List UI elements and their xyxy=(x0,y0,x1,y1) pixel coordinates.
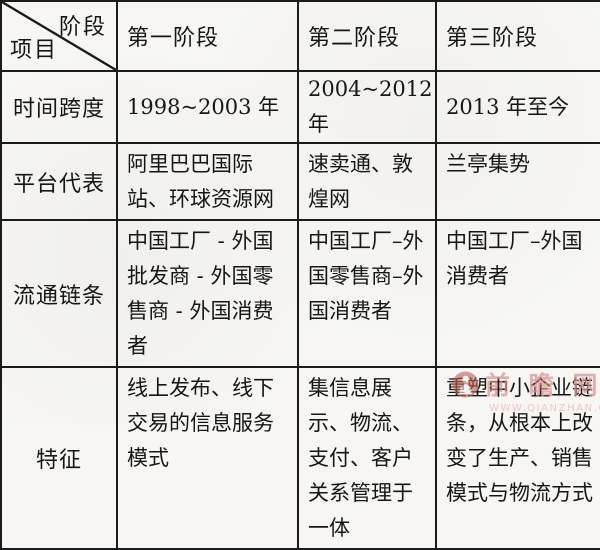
column-header-stage2: 第二阶段 xyxy=(297,0,437,72)
table-cell: 中国工厂 - 外国批发商 - 外国零售商 - 外国消费者 xyxy=(116,219,299,368)
column-header-stage3: 第三阶段 xyxy=(435,0,600,72)
table-cell: 线上发布、线下交易的信息服务模式 xyxy=(116,366,299,550)
table-cell: 集信息展示、物流、支付、客户关系管理于一体 xyxy=(297,366,437,550)
table-row-supply-chain: 流通链条 中国工厂 - 外国批发商 - 外国零售商 - 外国消费者 中国工厂–外… xyxy=(0,219,600,368)
row-label-supply-chain: 流通链条 xyxy=(0,219,118,368)
column-header-stage1: 第一阶段 xyxy=(116,0,299,72)
corner-label-item: 项目 xyxy=(10,38,59,63)
table-cell: 2013 年至今 xyxy=(435,70,600,144)
table-row-features: 特征 线上发布、线下交易的信息服务模式 集信息展示、物流、支付、客户关系管理于一… xyxy=(0,366,600,550)
table-cell: 兰亭集势 xyxy=(435,142,600,221)
row-label-platforms: 平台代表 xyxy=(0,142,118,221)
diagonal-line xyxy=(2,2,116,70)
table-cell: 速卖通、敦煌网 xyxy=(297,142,437,221)
table-cell: 阿里巴巴国际站、环球资源网 xyxy=(116,142,299,221)
table-cell: 中国工厂–外国零售商–外国消费者 xyxy=(297,219,437,368)
table-row-platforms: 平台代表 阿里巴巴国际站、环球资源网 速卖通、敦煌网 兰亭集势 xyxy=(0,142,600,221)
table-cell: 2004~2012 年 xyxy=(297,70,437,144)
corner-cell: 阶段 项目 xyxy=(0,0,118,72)
table-cell: 重塑中小企业链条，从根本上改变了生产、销售模式与物流方式 xyxy=(435,366,600,550)
table-cell: 1998~2003 年 xyxy=(116,70,299,144)
row-label-features: 特征 xyxy=(0,366,118,550)
table-row-time-span: 时间跨度 1998~2003 年 2004~2012 年 2013 年至今 xyxy=(0,70,600,144)
row-label-time-span: 时间跨度 xyxy=(0,70,118,144)
table-cell: 中国工厂–外国消费者 xyxy=(435,219,600,368)
corner-label-stage: 阶段 xyxy=(58,15,107,40)
